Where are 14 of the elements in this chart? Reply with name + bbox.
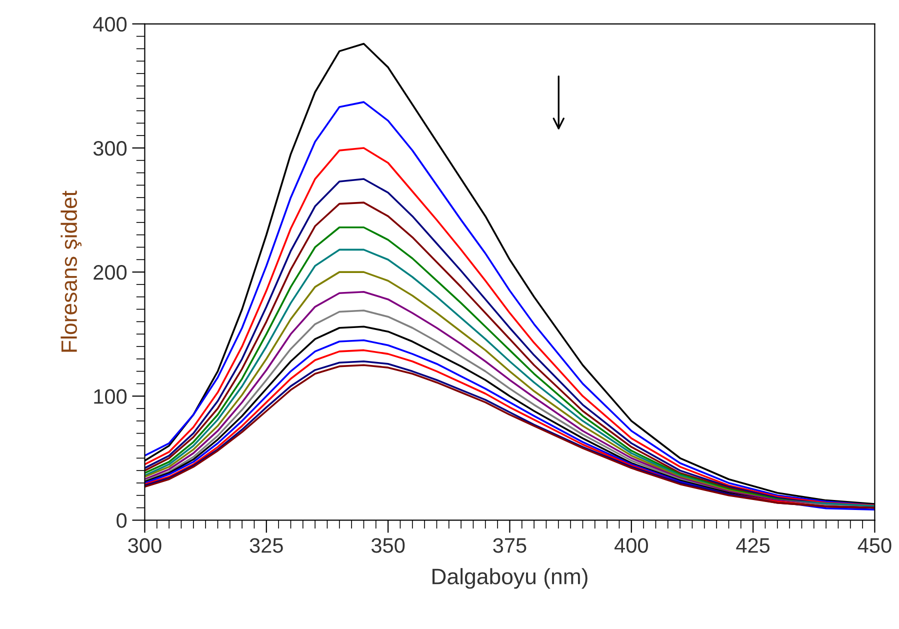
y-tick-label: 200 bbox=[94, 265, 127, 280]
y-tick-label: 100 bbox=[94, 389, 127, 404]
x-tick-label: 450 bbox=[858, 538, 892, 553]
x-tick-label: 350 bbox=[371, 538, 405, 553]
x-tick-label: 325 bbox=[250, 538, 283, 553]
y-axis-title: Floresans şiddet bbox=[60, 190, 82, 352]
x-axis-title: Dalgaboyu (nm) bbox=[432, 568, 588, 589]
x-tick-label: 400 bbox=[614, 538, 648, 553]
x-tick-label: 425 bbox=[736, 538, 770, 553]
x-tick-label: 375 bbox=[493, 538, 526, 553]
y-tick-label: 400 bbox=[93, 16, 127, 32]
y-tick-label: 0 bbox=[116, 513, 127, 528]
y-tick-label: 300 bbox=[93, 140, 127, 156]
x-tick-label: 300 bbox=[128, 538, 162, 553]
